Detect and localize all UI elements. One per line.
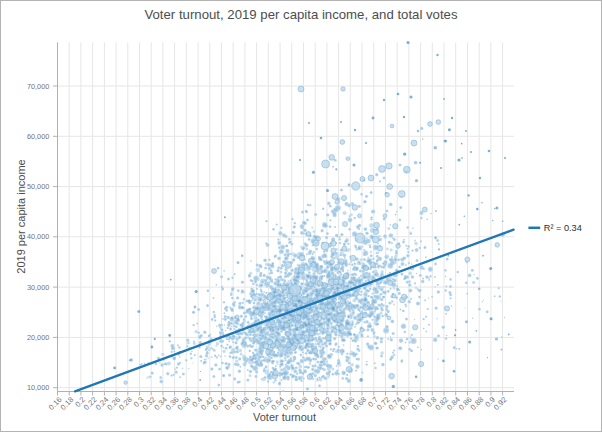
svg-text:0.68: 0.68 — [351, 395, 368, 412]
svg-text:40,000: 40,000 — [27, 232, 49, 241]
svg-text:Voter turnout, 2019 per capita: Voter turnout, 2019 per capita income, a… — [144, 7, 457, 22]
svg-text:Voter turnout: Voter turnout — [253, 411, 316, 423]
svg-text:R² = 0.34: R² = 0.34 — [544, 223, 582, 233]
svg-text:0.38: 0.38 — [176, 395, 193, 412]
svg-text:0.92: 0.92 — [492, 395, 509, 412]
svg-text:60,000: 60,000 — [27, 132, 49, 141]
svg-text:10,000: 10,000 — [27, 383, 49, 392]
svg-text:30,000: 30,000 — [27, 283, 49, 292]
svg-text:2019 per capita income: 2019 per capita income — [15, 159, 27, 273]
svg-text:20,000: 20,000 — [27, 333, 49, 342]
svg-text:70,000: 70,000 — [27, 82, 49, 91]
svg-text:50,000: 50,000 — [27, 182, 49, 191]
